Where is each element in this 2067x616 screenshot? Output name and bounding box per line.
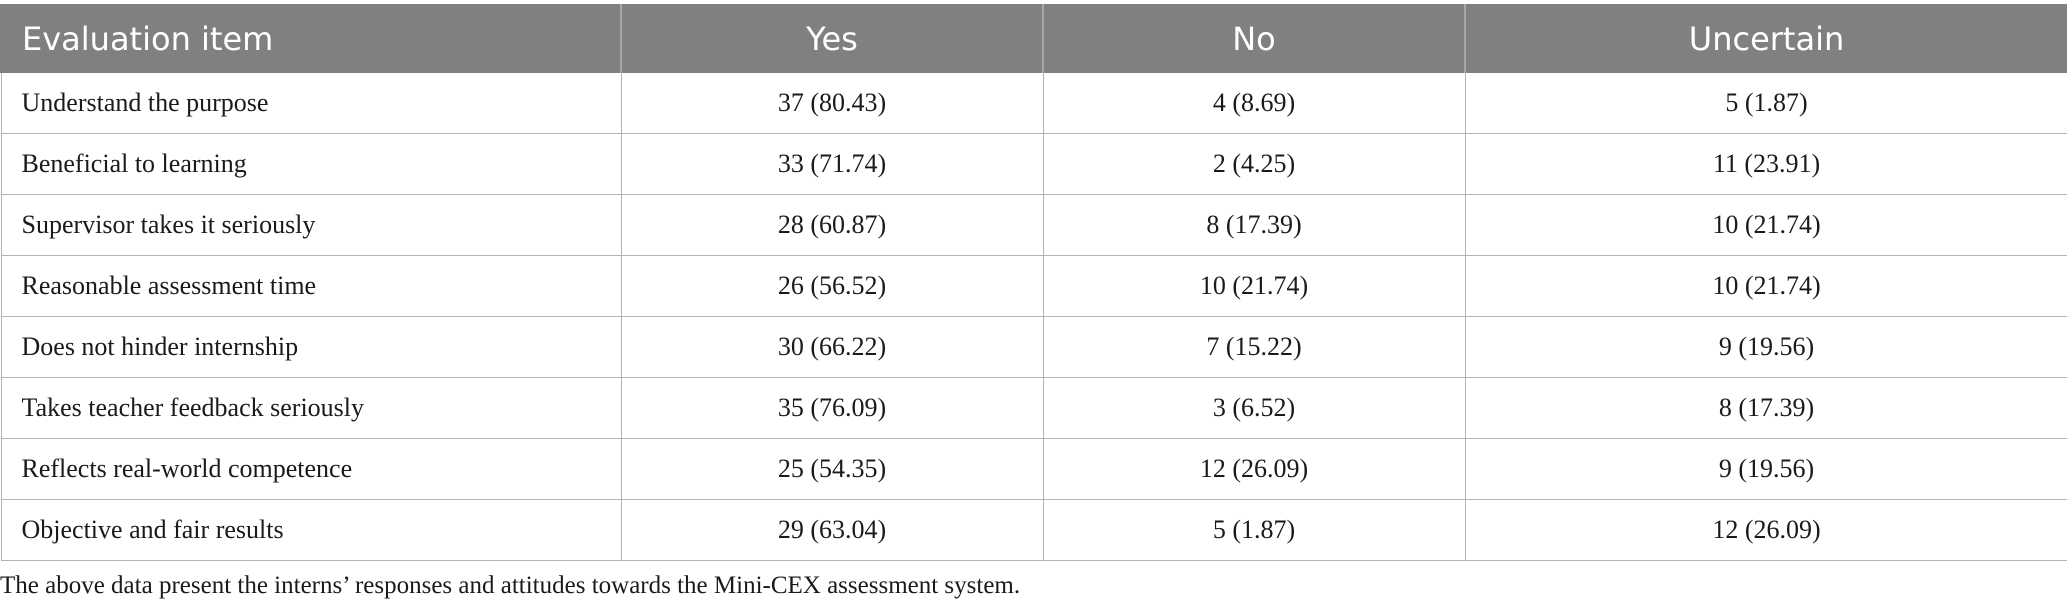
cell-no: 5 (1.87) bbox=[1042, 499, 1466, 561]
cell-yes: 28 (60.87) bbox=[620, 194, 1044, 256]
cell-no: 4 (8.69) bbox=[1042, 72, 1466, 134]
cell-evaluation-item: Supervisor takes it seriously bbox=[0, 194, 622, 256]
cell-uncertain: 9 (19.56) bbox=[1464, 316, 2067, 378]
table-body: Understand the purpose 37 (80.43) 4 (8.6… bbox=[0, 72, 2067, 561]
cell-evaluation-item: Reflects real-world competence bbox=[0, 438, 622, 500]
header-row: Evaluation item Yes No Uncertain bbox=[0, 4, 2067, 73]
table-row: Understand the purpose 37 (80.43) 4 (8.6… bbox=[0, 72, 2067, 134]
evaluation-table: Evaluation item Yes No Uncertain Underst… bbox=[0, 4, 2067, 561]
cell-yes: 35 (76.09) bbox=[620, 377, 1044, 439]
table-row: Beneficial to learning 33 (71.74) 2 (4.2… bbox=[0, 133, 2067, 195]
cell-yes: 33 (71.74) bbox=[620, 133, 1044, 195]
cell-no: 12 (26.09) bbox=[1042, 438, 1466, 500]
cell-uncertain: 10 (21.74) bbox=[1464, 194, 2067, 256]
table-container: Evaluation item Yes No Uncertain Underst… bbox=[0, 4, 2067, 561]
cell-yes: 37 (80.43) bbox=[620, 72, 1044, 134]
header-no: No bbox=[1042, 4, 1466, 73]
table-row: Supervisor takes it seriously 28 (60.87)… bbox=[0, 194, 2067, 256]
table-row: Reflects real-world competence 25 (54.35… bbox=[0, 438, 2067, 500]
header-uncertain: Uncertain bbox=[1464, 4, 2067, 73]
cell-no: 8 (17.39) bbox=[1042, 194, 1466, 256]
cell-yes: 29 (63.04) bbox=[620, 499, 1044, 561]
table-row: Objective and fair results 29 (63.04) 5 … bbox=[0, 499, 2067, 561]
table-header: Evaluation item Yes No Uncertain bbox=[0, 4, 2067, 73]
header-evaluation-item: Evaluation item bbox=[0, 4, 622, 73]
cell-evaluation-item: Does not hinder internship bbox=[0, 316, 622, 378]
cell-uncertain: 9 (19.56) bbox=[1464, 438, 2067, 500]
cell-uncertain: 11 (23.91) bbox=[1464, 133, 2067, 195]
cell-yes: 25 (54.35) bbox=[620, 438, 1044, 500]
cell-evaluation-item: Reasonable assessment time bbox=[0, 255, 622, 317]
cell-yes: 30 (66.22) bbox=[620, 316, 1044, 378]
table-row: Reasonable assessment time 26 (56.52) 10… bbox=[0, 255, 2067, 317]
cell-uncertain: 10 (21.74) bbox=[1464, 255, 2067, 317]
table-row: Takes teacher feedback seriously 35 (76.… bbox=[0, 377, 2067, 439]
cell-no: 7 (15.22) bbox=[1042, 316, 1466, 378]
cell-yes: 26 (56.52) bbox=[620, 255, 1044, 317]
cell-uncertain: 5 (1.87) bbox=[1464, 72, 2067, 134]
cell-no: 2 (4.25) bbox=[1042, 133, 1466, 195]
header-yes: Yes bbox=[620, 4, 1044, 73]
cell-evaluation-item: Understand the purpose bbox=[0, 72, 622, 134]
cell-evaluation-item: Objective and fair results bbox=[0, 499, 622, 561]
cell-uncertain: 8 (17.39) bbox=[1464, 377, 2067, 439]
table-row: Does not hinder internship 30 (66.22) 7 … bbox=[0, 316, 2067, 378]
cell-evaluation-item: Takes teacher feedback seriously bbox=[0, 377, 622, 439]
cell-uncertain: 12 (26.09) bbox=[1464, 499, 2067, 561]
cell-no: 3 (6.52) bbox=[1042, 377, 1466, 439]
cell-no: 10 (21.74) bbox=[1042, 255, 1466, 317]
table-footnote: The above data present the interns’ resp… bbox=[0, 572, 1021, 599]
cell-evaluation-item: Beneficial to learning bbox=[0, 133, 622, 195]
